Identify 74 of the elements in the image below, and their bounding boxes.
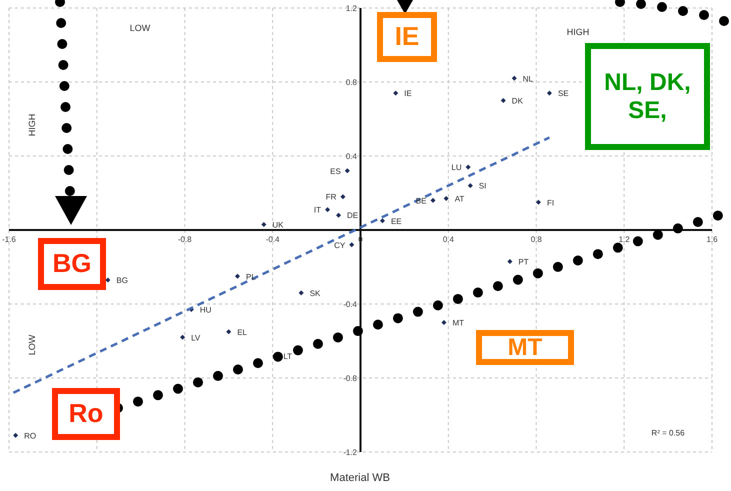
data-label: HU (200, 306, 212, 315)
point (441, 320, 446, 325)
x-tick-label: 0.8 (530, 235, 542, 244)
annotation: NL, DK, SE, (603, 68, 692, 124)
point (393, 90, 398, 96)
x-tick-label: -1.6 (2, 235, 16, 244)
point (344, 168, 350, 174)
data-label: ES (330, 166, 341, 176)
point (430, 198, 436, 203)
data-label: BG (116, 276, 128, 285)
annotation: Ro (68, 398, 104, 429)
y-tick-label: 1.2 (346, 4, 358, 13)
point (444, 196, 449, 202)
y-tick-label: -1.2 (343, 448, 358, 457)
data-label: LV (191, 333, 201, 342)
data-label: AT (454, 194, 464, 204)
x-axis-title: Material WB (329, 472, 391, 484)
point (234, 274, 240, 279)
annotation: LOW (130, 23, 150, 33)
x-tick-label: 0 (358, 235, 364, 244)
data-label: LU (451, 163, 462, 172)
x-tick-label: -0.4 (266, 235, 280, 244)
point (298, 290, 304, 296)
point (466, 164, 471, 170)
x-tick-label: 0.4 (442, 235, 454, 244)
x-tick-label: 1.2 (618, 235, 630, 244)
annotation: MT (508, 334, 542, 362)
y-tick-label: -0.4 (343, 300, 358, 309)
data-label: SI (478, 182, 486, 191)
data-label: DK (512, 96, 524, 106)
data-label: BE (416, 196, 426, 206)
annotation: HIGH (27, 114, 37, 136)
y-tick-label: -0.8 (343, 374, 358, 383)
data-label: IT (314, 206, 322, 215)
point (512, 76, 517, 81)
point (261, 222, 266, 227)
data-label: CY (334, 240, 346, 250)
data-label: SK (310, 288, 322, 298)
point (325, 207, 330, 212)
data-label: FI (546, 198, 554, 208)
point (380, 218, 385, 224)
point (500, 98, 506, 103)
point (180, 334, 186, 340)
annotation: R² = 0.56 (651, 428, 685, 438)
x-tick-label: -0.8 (178, 235, 192, 244)
y-tick-label: 0.4 (346, 152, 358, 161)
point (536, 200, 541, 205)
point (546, 90, 552, 96)
annotation: BG (52, 248, 92, 279)
data-label: DE (347, 211, 358, 220)
point (13, 432, 18, 438)
data-label: PT (518, 257, 529, 266)
annotation: HIGH (566, 27, 590, 37)
x-tick-label: 1.6 (706, 235, 718, 244)
data-label: RO (24, 431, 36, 440)
y-tick-label: 0.8 (346, 78, 358, 87)
data-label: SE (558, 89, 569, 98)
data-label: UK (272, 220, 284, 230)
annotation: IE (394, 21, 420, 52)
point (349, 242, 354, 248)
annotation: LOW (27, 334, 37, 356)
data-label: MT (452, 318, 464, 328)
data-label: LT (283, 352, 292, 361)
data-label: IE (404, 89, 412, 98)
point (468, 183, 473, 188)
point (507, 258, 512, 264)
data-label: NL (522, 74, 534, 84)
data-label: EE (390, 216, 402, 226)
data-label: EL (237, 328, 248, 337)
point (226, 329, 232, 334)
point (340, 194, 346, 200)
point (336, 212, 342, 218)
data-label: PL (246, 272, 256, 282)
data-label: FR (326, 192, 337, 202)
